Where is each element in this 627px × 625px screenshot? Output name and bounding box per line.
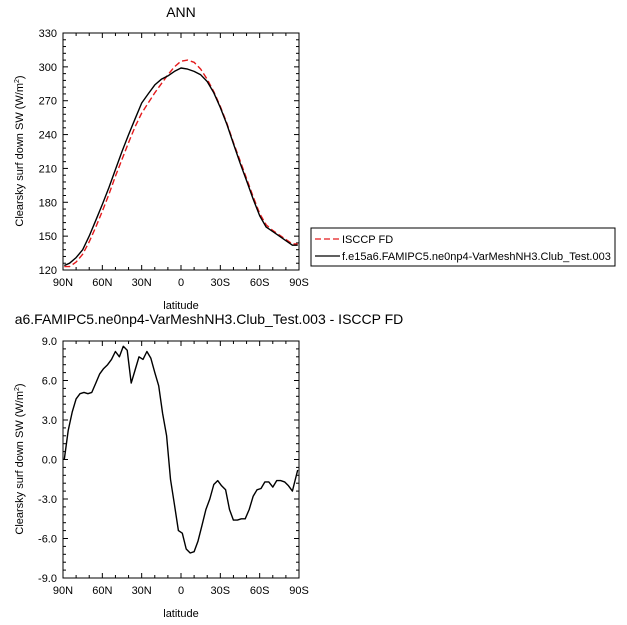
top-x-tick-label: 0 (178, 277, 184, 289)
bottom-y-axis-label-close: ) (14, 383, 26, 387)
bottom-y-tick-label: 6.0 (42, 376, 57, 388)
bottom-y-axis-label-sup: 2 (14, 387, 21, 391)
top-ticks: 90N 60N 30N 0 30S 60S 90S 120 150 180 210 240 270 300… (39, 28, 309, 289)
bottom-y-tick-label: -6.0 (38, 534, 57, 546)
top-y-axis-label: Clearsky surf down SW (W/m2) (14, 75, 26, 226)
bottom-y-tick-label: 9.0 (42, 336, 57, 348)
top-y-tick-label: 210 (39, 163, 57, 175)
top-x-tick-label: 30N (132, 277, 152, 289)
top-y-axis-label-close: ) (14, 75, 26, 79)
top-y-axis-label-sup: 2 (14, 79, 21, 83)
bottom-x-tick-label: 90S (289, 585, 309, 597)
bottom-y-tick-label: -9.0 (38, 573, 57, 585)
top-x-tick-label: 90N (53, 277, 73, 289)
bottom-ticks: 90N 60N 30N 0 30S 60S 90S 9.0 6.0 3.0 0.0 -3.0 -6.0 -… (38, 336, 309, 597)
bottom-x-tick-label: 0 (178, 585, 184, 597)
top-y-tick-label: 240 (39, 130, 57, 142)
top-chart-title: ANN (166, 4, 196, 20)
bottom-y-tick-label: 0.0 (42, 455, 57, 467)
bottom-x-axis-label: latitude (163, 608, 198, 620)
top-y-tick-label: 300 (39, 62, 57, 74)
bottom-y-axis-label-main: Clearsky surf down SW (W/m (14, 391, 26, 535)
top-y-tick-label: 270 (39, 96, 57, 108)
top-x-axis-label: latitude (163, 300, 198, 312)
legend-box (310, 227, 616, 267)
bottom-x-tick-label: 30S (211, 585, 231, 597)
top-panel: ANN 90N 60N 30N 0 30S 60S 90S 120 150 180 210 240 27… (14, 4, 616, 312)
top-y-tick-label: 120 (39, 265, 57, 277)
top-y-tick-label: 180 (39, 197, 57, 209)
legend-label-isccp: ISCCP FD (342, 234, 393, 246)
bottom-series-line-0 (63, 345, 299, 554)
top-plot-frame (62, 32, 300, 271)
legend-label-model: f.e15a6.FAMIPC5.ne0np4-VarMeshNH3.Club_T… (342, 251, 611, 263)
top-series-group (64, 59, 298, 268)
top-series-line-1 (64, 67, 298, 267)
bottom-x-tick-label: 60S (250, 585, 270, 597)
top-x-tick-label: 90S (289, 277, 309, 289)
bottom-x-tick-label: 30N (132, 585, 152, 597)
bottom-y-tick-label: -3.0 (38, 494, 57, 506)
top-series-line-0 (64, 59, 298, 268)
bottom-x-tick-label: 60N (92, 585, 112, 597)
bottom-y-axis-label: Clearsky surf down SW (W/m2) (14, 383, 26, 534)
top-x-tick-label: 30S (211, 277, 231, 289)
top-x-tick-label: 60N (92, 277, 112, 289)
bottom-panel: a6.FAMIPC5.ne0np4-VarMeshNH3.Club_Test.0… (14, 311, 403, 620)
bottom-x-tick-label: 90N (53, 585, 73, 597)
top-y-tick-label: 150 (39, 231, 57, 243)
bottom-series-group (63, 345, 299, 554)
legend: ISCCP FD f.e15a6.FAMIPC5.ne0np4-VarMeshN… (310, 227, 616, 267)
bottom-y-tick-label: 3.0 (42, 415, 57, 427)
top-y-tick-label: 330 (39, 28, 57, 40)
bottom-chart-title: a6.FAMIPC5.ne0np4-VarMeshNH3.Club_Test.0… (15, 311, 404, 327)
top-y-axis-label-main: Clearsky surf down SW (W/m (14, 83, 26, 227)
top-x-tick-label: 60S (250, 277, 270, 289)
bottom-plot-frame (62, 340, 300, 579)
